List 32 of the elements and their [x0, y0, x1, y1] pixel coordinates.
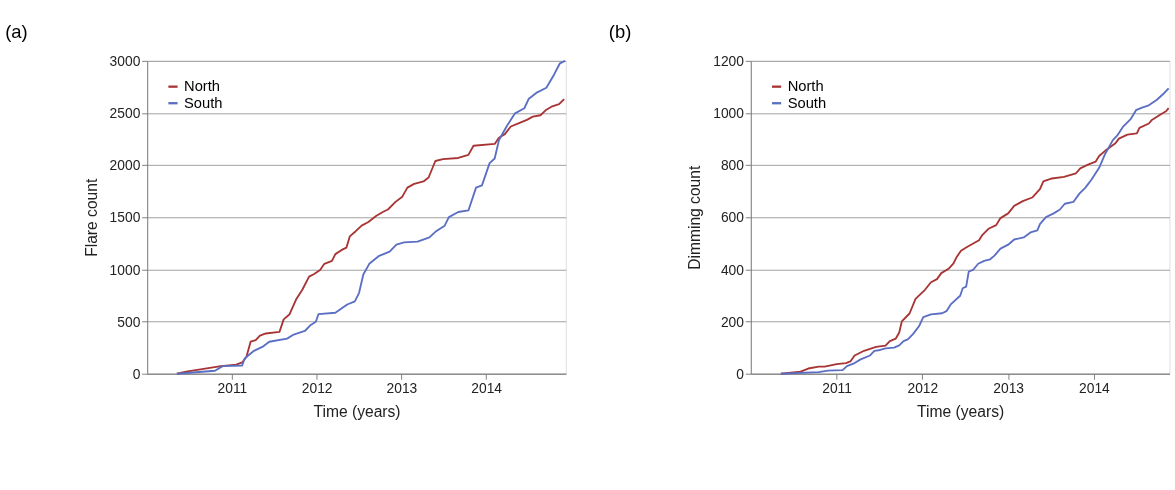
y-tick-label: 400 [720, 262, 745, 278]
y-tick-label: 200 [720, 314, 745, 330]
x-tick-label: 2013 [993, 380, 1025, 396]
y-tick-label: 2000 [109, 158, 141, 174]
x-tick-label: 2014 [471, 380, 503, 396]
y-tick-label: 1200 [713, 53, 745, 69]
y-tick-label: 1000 [109, 262, 141, 278]
legend-label: South [184, 94, 223, 111]
y-tick-label: 600 [720, 210, 745, 226]
y-tick-label: 0 [736, 366, 745, 382]
y-tick-label: 800 [720, 158, 745, 174]
y-tick-label: 3000 [109, 53, 141, 69]
y-axis-title: Dimming count [686, 165, 704, 270]
x-tick-label: 2012 [301, 380, 333, 396]
y-tick-label: 1500 [109, 210, 141, 226]
chart-title: (b) [608, 20, 632, 42]
x-axis-title: Time (years) [313, 402, 401, 420]
y-tick-label: 1000 [713, 106, 745, 122]
legend-label: South [787, 94, 827, 111]
x-tick-label: 2012 [907, 380, 939, 396]
x-tick-label: 2011 [217, 380, 248, 396]
x-tick-label: 2014 [1079, 380, 1111, 396]
x-tick-label: 2011 [822, 380, 852, 396]
y-tick-label: 500 [117, 314, 141, 330]
legend-label: North [184, 78, 221, 95]
chart-title: (a) [5, 20, 28, 42]
y-tick-label: 2500 [109, 106, 141, 122]
y-axis-title: Flare count [82, 178, 100, 257]
x-tick-label: 2013 [386, 380, 418, 396]
legend-label: North [787, 78, 824, 95]
x-axis-title: Time (years) [917, 402, 1005, 420]
y-tick-label: 0 [132, 366, 141, 382]
